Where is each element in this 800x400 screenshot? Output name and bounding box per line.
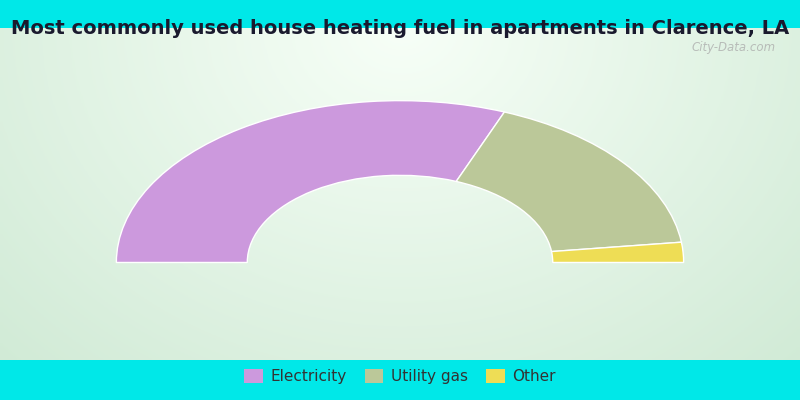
Legend: Electricity, Utility gas, Other: Electricity, Utility gas, Other xyxy=(238,363,562,390)
Wedge shape xyxy=(456,112,682,252)
Text: Most commonly used house heating fuel in apartments in Clarence, LA: Most commonly used house heating fuel in… xyxy=(11,18,789,38)
Wedge shape xyxy=(116,101,505,262)
Wedge shape xyxy=(551,242,684,262)
Text: City-Data.com: City-Data.com xyxy=(692,41,776,54)
